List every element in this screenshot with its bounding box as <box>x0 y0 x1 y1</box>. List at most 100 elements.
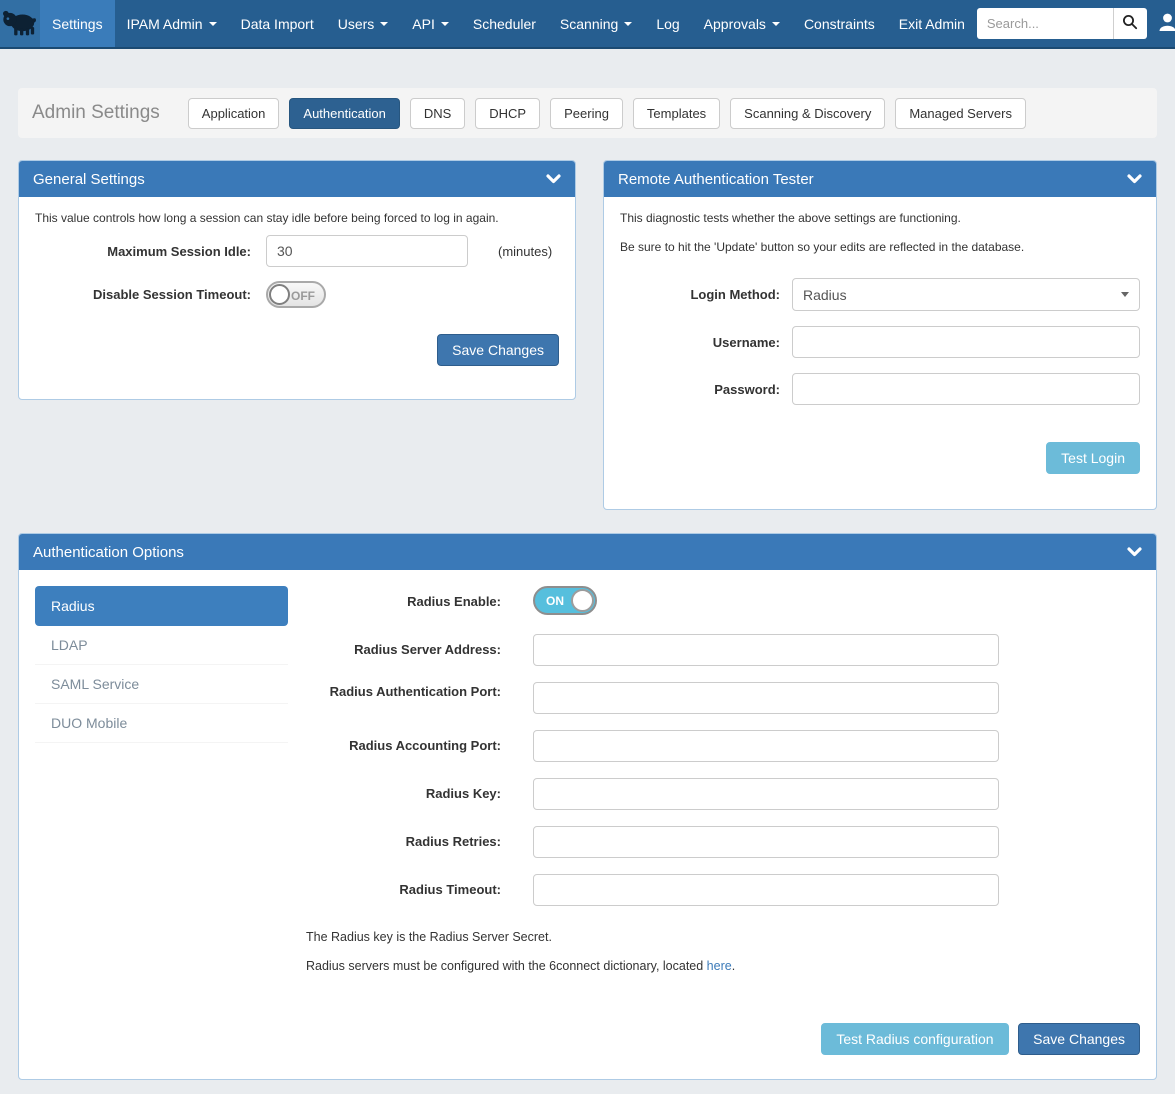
user-icon <box>1159 13 1175 35</box>
chevron-down-icon <box>208 21 217 26</box>
chevron-down-icon <box>771 21 780 26</box>
nav-item-users[interactable]: Users <box>326 0 401 47</box>
radius-server-address-input[interactable] <box>533 634 999 666</box>
session-idle-description: This value controls how long a session c… <box>35 211 499 225</box>
nav-item-label: Scheduler <box>472 15 536 32</box>
radius-server-address-label: Radius Server Address: <box>354 641 501 657</box>
radius-enable-label: Radius Enable: <box>407 593 501 609</box>
sidebar-item-radius[interactable]: Radius <box>35 586 288 626</box>
auth-methods-sidebar: Radius LDAP SAML Service DUO Mobile <box>35 586 288 743</box>
authentication-options-header: Authentication Options <box>19 534 1156 570</box>
tab-authentication[interactable]: Authentication <box>289 97 400 129</box>
here-link[interactable]: here <box>706 959 732 973</box>
radius-authentication-port-input[interactable] <box>533 682 999 714</box>
note-text: . <box>731 959 736 973</box>
nav-item-settings[interactable]: Settings <box>40 0 115 47</box>
user-menu[interactable] <box>1159 13 1175 35</box>
tab-peering[interactable]: Peering <box>550 97 623 129</box>
nav-item-constraints[interactable]: Constraints <box>792 0 887 47</box>
password-label: Password: <box>714 381 780 397</box>
radius-authentication-port-label: Radius Authentication Port: <box>329 684 501 699</box>
note-text: Radius servers must be configured with t… <box>306 959 707 973</box>
tab-application[interactable]: Application <box>187 97 280 129</box>
nav-item-label: Scanning <box>559 15 619 32</box>
nav-item-scanning[interactable]: Scanning <box>548 0 644 47</box>
nav-item-api[interactable]: API <box>400 0 461 47</box>
nav-item-exit-admin[interactable]: Exit Admin <box>887 0 977 47</box>
radius-retries-label: Radius Retries: <box>405 833 501 849</box>
panel-title: Remote Authentication Tester <box>618 170 814 188</box>
radius-enable-toggle[interactable]: ON <box>533 586 597 615</box>
tab-dhcp[interactable]: DHCP <box>475 97 541 129</box>
nav-item-scheduler[interactable]: Scheduler <box>461 0 548 47</box>
save-changes-button[interactable]: Save Changes <box>1018 1023 1140 1055</box>
tab-templates[interactable]: Templates <box>632 97 721 129</box>
password-input[interactable] <box>792 373 1140 405</box>
nav-item-label: Log <box>656 15 680 32</box>
toggle-knob <box>269 284 290 305</box>
remote-auth-tester-panel: Remote Authentication Tester This diagno… <box>603 160 1157 510</box>
remote-auth-tester-header: Remote Authentication Tester <box>604 161 1156 197</box>
panel-title: General Settings <box>33 170 145 188</box>
disable-session-timeout-toggle[interactable]: OFF <box>266 281 326 308</box>
nav-item-label: API <box>412 15 435 32</box>
panel-title: Authentication Options <box>33 543 184 561</box>
nav-item-log[interactable]: Log <box>644 0 691 47</box>
radius-retries-input[interactable] <box>533 826 999 858</box>
test-login-button[interactable]: Test Login <box>1046 442 1140 474</box>
chevron-down-icon <box>624 21 633 26</box>
collapse-chevron-icon[interactable] <box>1127 174 1142 184</box>
username-input[interactable] <box>792 326 1140 358</box>
username-label: Username: <box>712 334 780 350</box>
save-changes-button[interactable]: Save Changes <box>437 334 559 366</box>
brand-logo[interactable] <box>0 0 40 47</box>
radius-timeout-input[interactable] <box>533 874 999 906</box>
search-icon <box>1122 14 1138 33</box>
navbar-right <box>976 0 1175 47</box>
search-button[interactable] <box>1112 8 1147 39</box>
collapse-chevron-icon[interactable] <box>1127 547 1142 557</box>
nav-item-label: Data Import <box>240 15 314 32</box>
tab-managed-servers[interactable]: Managed Servers <box>895 97 1026 129</box>
nav-item-label: Exit Admin <box>898 15 965 32</box>
tab-scanning-discovery[interactable]: Scanning & Discovery <box>730 97 886 129</box>
tab-dns[interactable]: DNS <box>409 97 466 129</box>
radius-timeout-label: Radius Timeout: <box>399 881 501 897</box>
chevron-down-icon <box>1121 292 1129 297</box>
collapse-chevron-icon[interactable] <box>546 174 561 184</box>
toggle-state-label: ON <box>546 594 564 608</box>
nav-item-label: Settings <box>52 15 103 32</box>
login-method-select[interactable]: Radius <box>792 278 1140 311</box>
admin-settings-bar: Admin Settings Application Authenticatio… <box>18 88 1157 138</box>
top-navbar: Settings IPAM Admin Data Import Users AP… <box>0 0 1175 49</box>
tester-description-1: This diagnostic tests whether the above … <box>620 211 961 225</box>
nav-item-ipam-admin[interactable]: IPAM Admin <box>115 0 229 47</box>
nav-item-label: Approvals <box>703 15 766 32</box>
nav-item-label: Users <box>337 15 375 32</box>
login-method-label: Login Method: <box>690 287 780 302</box>
nav-item-approvals[interactable]: Approvals <box>692 0 792 47</box>
tester-description-2: Be sure to hit the 'Update' button so yo… <box>620 240 1025 254</box>
animal-logo-icon <box>0 2 40 45</box>
login-method-value: Radius <box>803 286 847 303</box>
search-input[interactable] <box>976 8 1113 39</box>
toggle-knob <box>571 589 594 612</box>
test-radius-configuration-button[interactable]: Test Radius configuration <box>821 1023 1009 1055</box>
general-settings-panel: General Settings This value controls how… <box>18 160 576 400</box>
radius-dictionary-note: Radius servers must be configured with t… <box>306 959 1140 973</box>
sidebar-item-duo-mobile[interactable]: DUO Mobile <box>35 704 288 743</box>
radius-accounting-port-input[interactable] <box>533 730 999 762</box>
max-session-idle-input[interactable] <box>266 235 468 267</box>
radius-settings-form: Radius Enable: ON Radius Server Address:… <box>288 586 1140 1055</box>
general-settings-header: General Settings <box>19 161 575 197</box>
page-title: Admin Settings <box>32 102 160 123</box>
radius-key-input[interactable] <box>533 778 999 810</box>
sidebar-item-saml-service[interactable]: SAML Service <box>35 665 288 704</box>
toggle-state-label: OFF <box>291 289 315 303</box>
nav-item-data-import[interactable]: Data Import <box>229 0 326 47</box>
search-group <box>976 8 1147 39</box>
radius-key-label: Radius Key: <box>425 785 501 801</box>
minutes-hint: (minutes) <box>498 243 553 259</box>
chevron-down-icon <box>380 21 389 26</box>
sidebar-item-ldap[interactable]: LDAP <box>35 626 288 665</box>
